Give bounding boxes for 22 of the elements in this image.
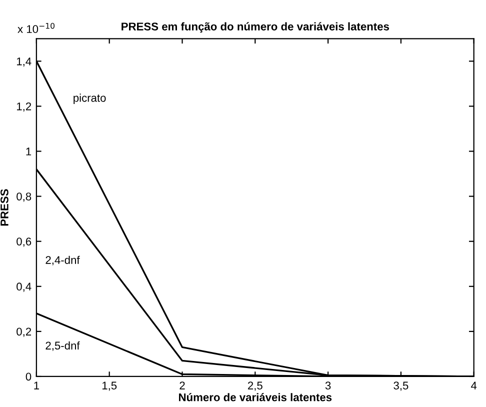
x-tick-label: 2,5 [248, 382, 262, 391]
x-tick-label: 1,5 [102, 382, 117, 391]
y-tick-label: 0,8 [16, 192, 32, 202]
x-tick-label: 3 [325, 382, 331, 390]
y-tick-label: 1,4 [16, 58, 32, 67]
x-tick-label: 2 [180, 382, 185, 390]
y-tick-label: 1,2 [16, 102, 32, 112]
x-tick-label: 3,5 [394, 382, 408, 391]
y-tick-label: 1 [26, 148, 32, 156]
chart-title: PRESS em função do número de variáveis latentes [122, 22, 390, 33]
series-label: 2,4-dnf [46, 256, 80, 266]
x-tick-label: 4 [471, 382, 477, 390]
y-axis-title: PRESS [0, 189, 8, 226]
y-tick-label: 0,6 [16, 238, 32, 247]
x-tick-label: 1 [34, 382, 39, 390]
series-label: 2,5-dnf [46, 341, 80, 351]
series-label: picrato [74, 94, 106, 104]
text: x 10$^{−10}$ [18, 22, 55, 34]
y-tick-label: 0 [26, 372, 32, 381]
x-axis-title: Número de variáveis latentes [179, 392, 332, 402]
y-tick-label: 0,4 [16, 282, 32, 292]
y-tick-label: 0,2 [16, 328, 32, 337]
